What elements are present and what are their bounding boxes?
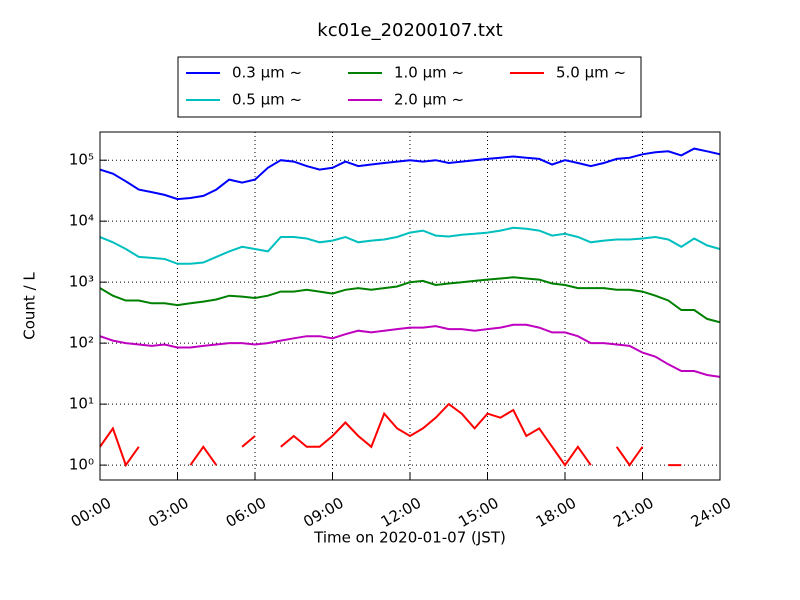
plot-frame — [99, 131, 721, 481]
y-tick-label: 10² — [69, 334, 94, 352]
legend — [177, 56, 642, 118]
y-tick-label: 10⁵ — [69, 151, 94, 169]
y-tick-label: 10⁰ — [69, 456, 94, 474]
series-line — [100, 323, 720, 378]
series-line — [100, 226, 720, 265]
y-tick-label: 10³ — [69, 273, 94, 291]
y-tick-label: 10⁴ — [69, 212, 94, 230]
y-tick-label: 10¹ — [69, 395, 94, 413]
chart-title: kc01e_20200107.txt — [317, 20, 502, 41]
series-line — [100, 276, 720, 324]
y-axis-label: Count / L — [21, 272, 39, 340]
x-axis-label: Time on 2020-01-07 (JST) — [313, 529, 506, 547]
series-line — [100, 402, 682, 468]
legend-label: 0.5 μm ~ — [232, 91, 302, 109]
legend-label: 5.0 μm ~ — [556, 64, 626, 82]
series-line — [100, 147, 720, 201]
legend-label: 2.0 μm ~ — [394, 91, 464, 109]
legend-label: 0.3 μm ~ — [232, 64, 302, 82]
legend-label: 1.0 μm ~ — [394, 64, 464, 82]
